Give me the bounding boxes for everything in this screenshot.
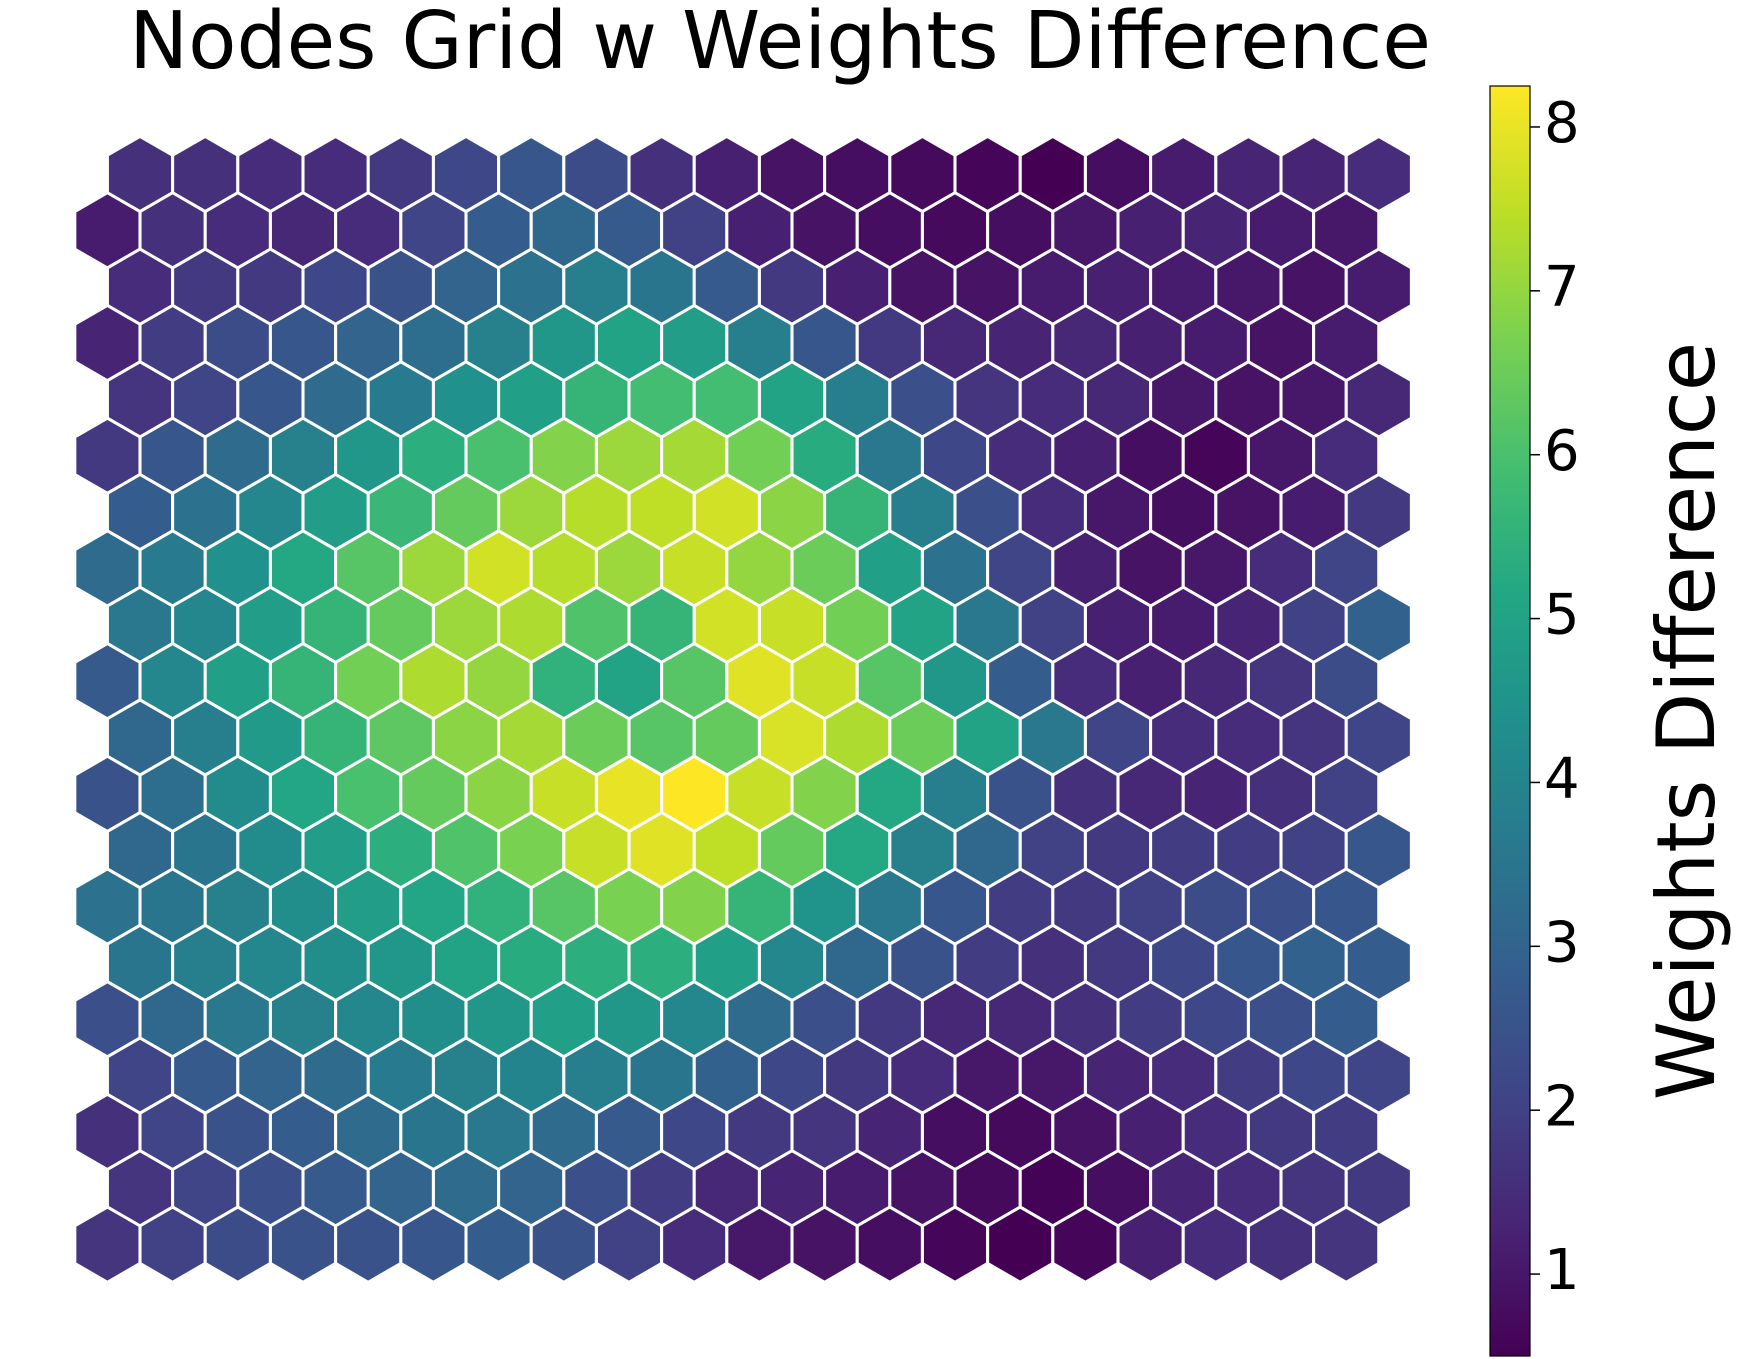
colorbar-tick-label-6: 6 xyxy=(1544,419,1580,484)
colorbar-ticks: 1 2 3 4 5 6 7 8 xyxy=(1530,91,1580,1303)
colorbar-tick-label-4: 4 xyxy=(1544,747,1580,812)
colorbar-tick-label-2: 2 xyxy=(1544,1074,1580,1139)
colorbar-tick-label-7: 7 xyxy=(1544,255,1580,320)
hex-grid xyxy=(73,134,1413,1284)
colorbar-gradient xyxy=(1489,85,1531,1357)
colorbar: 1 2 3 4 5 6 7 8 xyxy=(1489,85,1580,1357)
colorbar-label: Weights Difference xyxy=(1640,342,1733,1100)
chart-title: Nodes Grid w Weights Difference xyxy=(129,0,1431,87)
colorbar-tick-label-3: 3 xyxy=(1544,910,1580,975)
hex-cell-r19-c19 xyxy=(1312,1205,1381,1284)
colorbar-tick-label-8: 8 xyxy=(1544,91,1580,156)
colorbar-tick-label-1: 1 xyxy=(1544,1238,1580,1303)
colorbar-tick-label-5: 5 xyxy=(1544,583,1580,648)
